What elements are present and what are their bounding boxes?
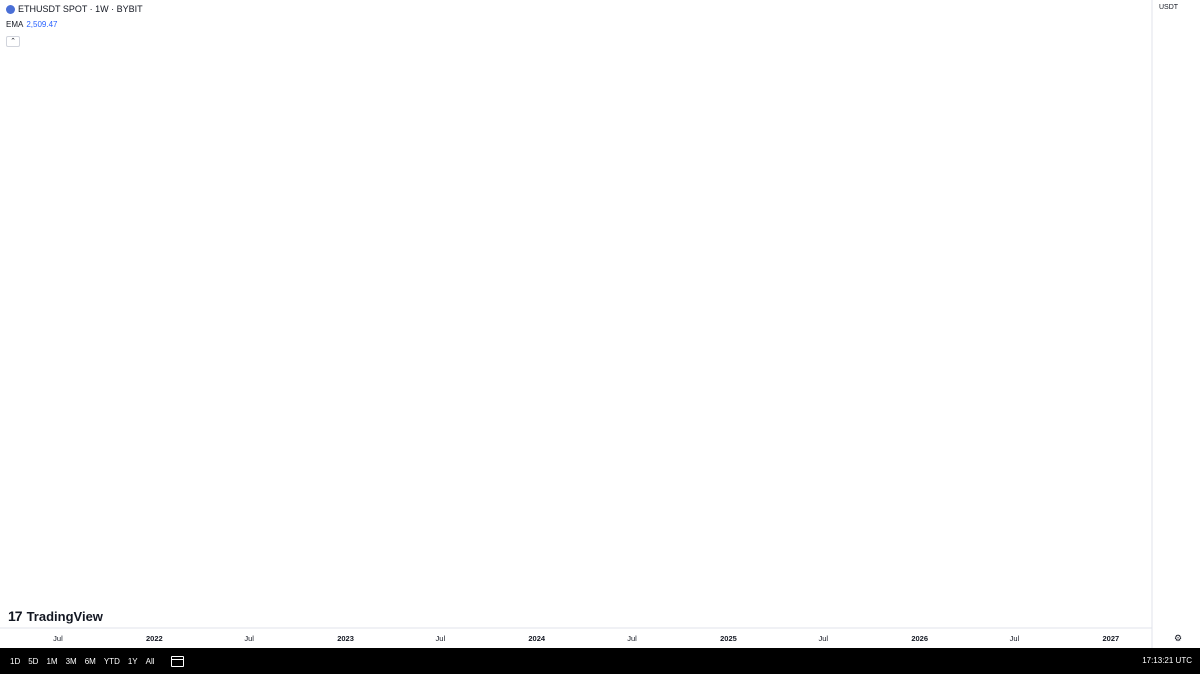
chart-background	[0, 0, 1200, 648]
time-label-1: 2022	[146, 634, 163, 643]
chart-canvas[interactable]: 7,750.007,000.006,400.005,800.005,400.00…	[0, 0, 1200, 648]
time-label-11: 2027	[1103, 634, 1120, 643]
time-label-3: 2023	[337, 634, 354, 643]
time-label-9: 2026	[911, 634, 928, 643]
timeframe-1d-button[interactable]: 1D	[10, 656, 21, 666]
time-label-0: Jul	[53, 634, 63, 643]
timeframe-ytd-button[interactable]: YTD	[103, 656, 120, 666]
timeframe-all-button[interactable]: All	[145, 656, 155, 666]
collapse-legend-button[interactable]: ⌃	[6, 36, 20, 47]
currency-selector[interactable]: USDT	[1159, 4, 1179, 11]
time-label-5: 2024	[528, 634, 546, 643]
timeframe-1y-button[interactable]: 1Y	[127, 656, 138, 666]
time-label-4: Jul	[436, 634, 446, 643]
time-label-8: Jul	[818, 634, 828, 643]
ema-value: 2,509.47	[26, 20, 58, 29]
bottom-toolbar: 1D 5D 1M 3M 6M YTD 1Y All 17:13:21 UTC	[0, 648, 1200, 674]
time-label-6: Jul	[627, 634, 637, 643]
utc-clock[interactable]: 17:13:21 UTC	[1142, 656, 1192, 665]
timeframe-1m-button[interactable]: 1M	[46, 656, 58, 666]
time-axis[interactable]: Jul 2022 Jul 2023 Jul 2024 Jul 2025 Jul 2026 Jul 20…	[53, 634, 1119, 643]
chevron-up-icon: ⌃	[10, 38, 16, 45]
symbol-label: ETHUSDT SPOT · 1W · BYBIT	[18, 4, 143, 14]
timeframe-5d-button[interactable]: 5D	[28, 656, 39, 666]
time-label-7: 2025	[720, 634, 737, 643]
ethereum-logo-icon	[6, 4, 15, 14]
time-label-10: Jul	[1010, 634, 1020, 643]
timeframe-3m-button[interactable]: 3M	[65, 656, 77, 666]
tradingview-wordmark: TradingView	[26, 608, 103, 624]
ema-legend[interactable]: EMA 2,509.47	[6, 20, 57, 29]
time-label-2: Jul	[244, 634, 254, 643]
ema-label: EMA	[6, 20, 24, 29]
tradingview-mark-icon: 17	[8, 608, 23, 624]
timeframe-6m-button[interactable]: 6M	[84, 656, 96, 666]
gear-icon[interactable]: ⚙	[1174, 633, 1183, 643]
symbol-title[interactable]: ETHUSDT SPOT · 1W · BYBIT	[6, 4, 143, 14]
tradingview-logo[interactable]: 17 TradingView	[8, 608, 103, 624]
calendar-range-icon[interactable]	[170, 655, 184, 667]
